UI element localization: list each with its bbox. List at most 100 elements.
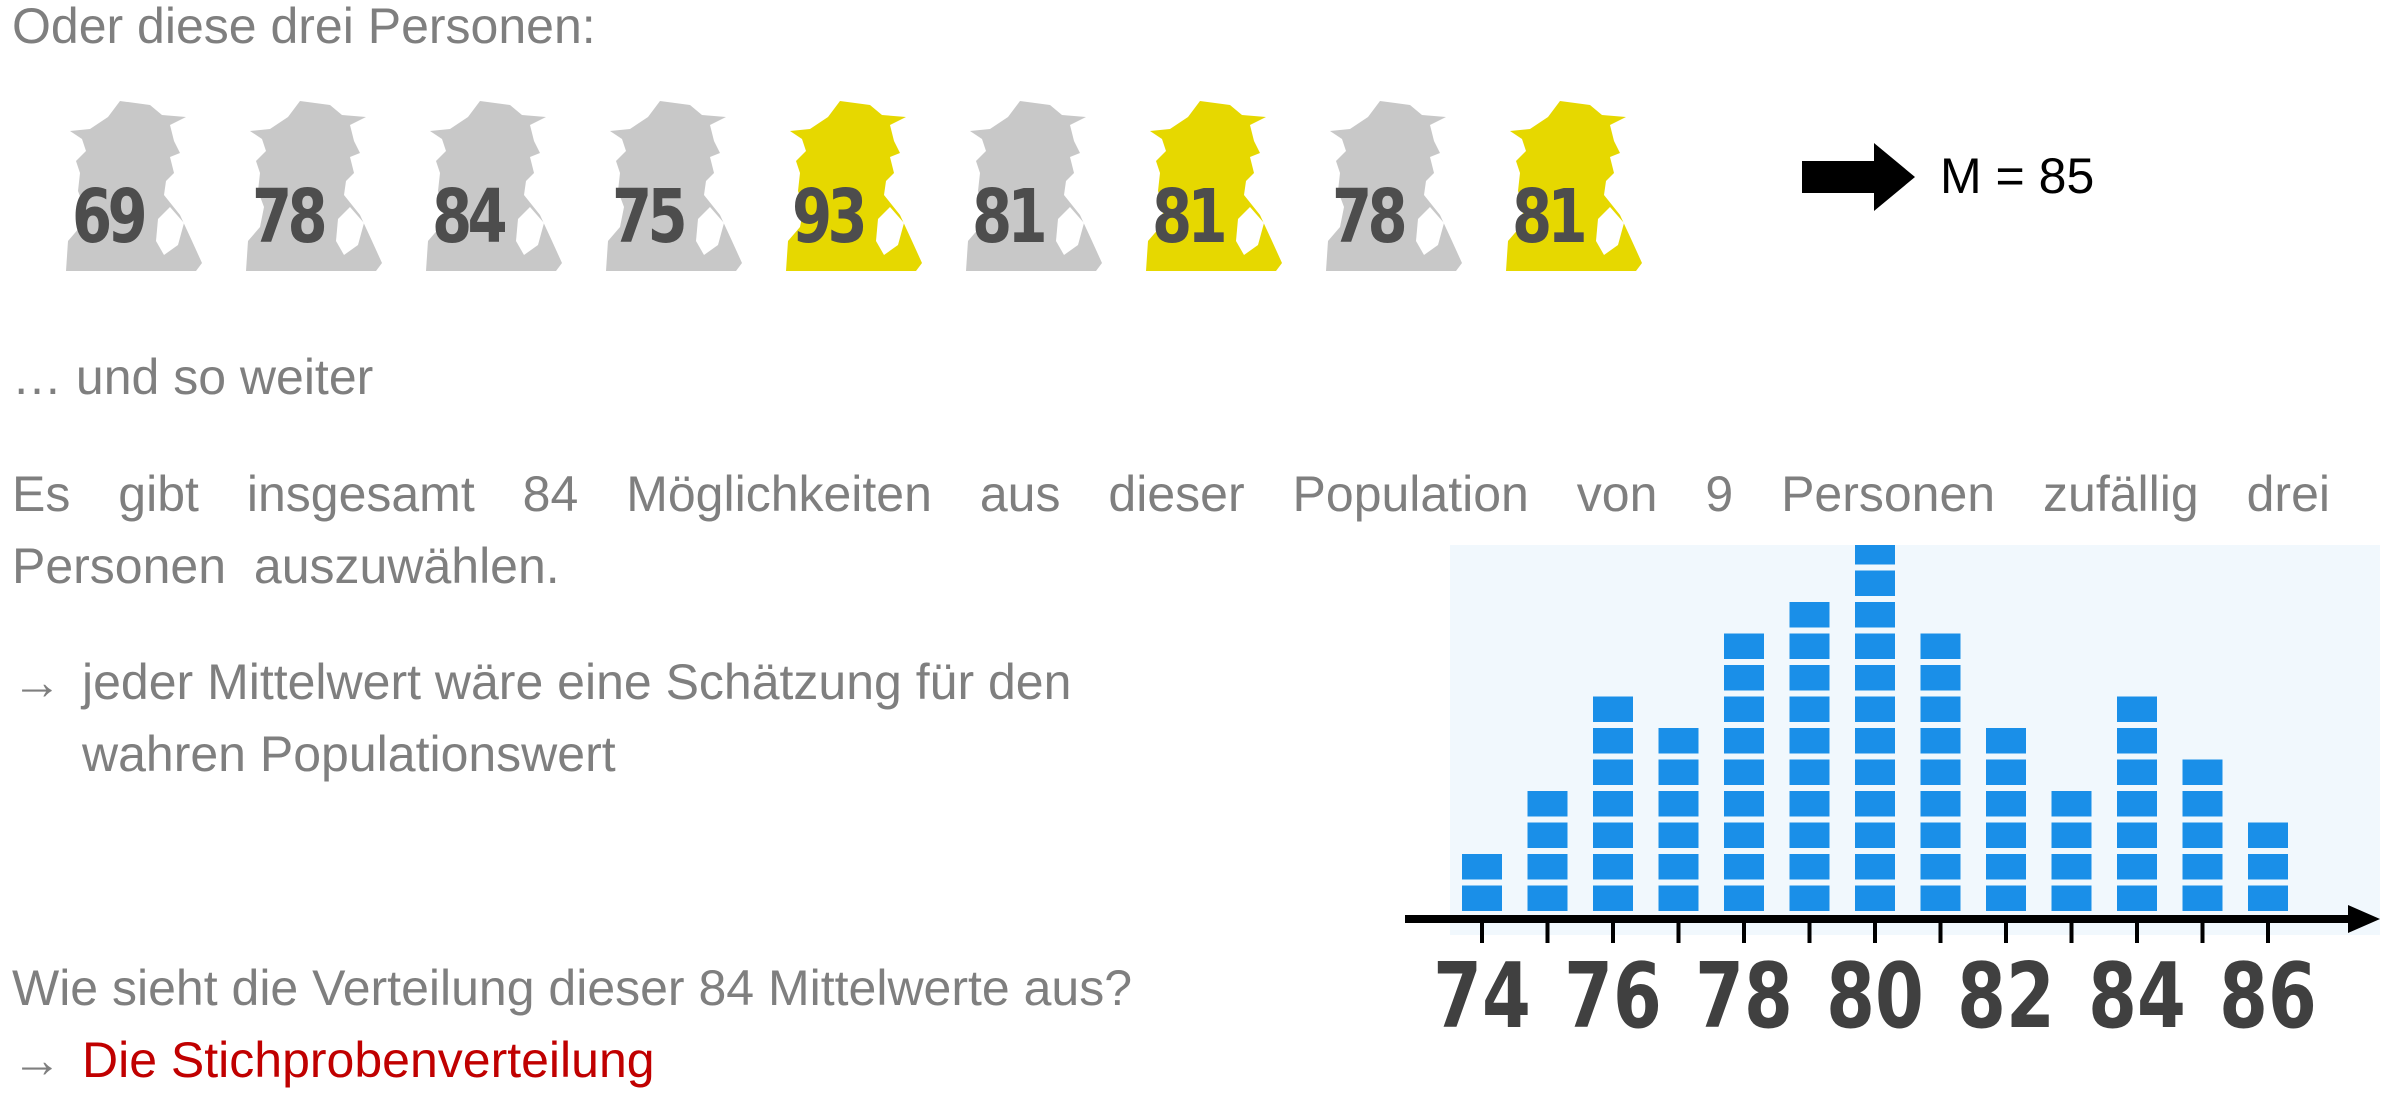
x-tick-label: 84 [2088, 944, 2186, 1049]
bar-block [1462, 885, 1502, 911]
bar-block [1855, 822, 1895, 848]
person-score: 78 [252, 174, 328, 260]
bar-block [1855, 885, 1895, 911]
bar-block [1789, 791, 1830, 817]
bar-76 [1593, 696, 1633, 911]
bar-block [2248, 854, 2288, 880]
bar-81 [1920, 633, 1961, 911]
bar-block [2051, 791, 2092, 817]
bar-block [1920, 759, 1961, 785]
person-figure: 75 [606, 95, 771, 271]
bar-block [1789, 759, 1830, 785]
person-silhouette-icon [1326, 101, 1462, 271]
ellipsis-text: … und so weiter [12, 349, 374, 405]
x-tick-label: 74 [1433, 944, 1531, 1049]
bar-block [1986, 854, 2026, 880]
bar-block [1658, 822, 1699, 848]
bar-block [1920, 854, 1961, 880]
person-figure: 81 [966, 95, 1131, 271]
person-silhouette-icon [66, 101, 202, 271]
bar-block [2051, 854, 2092, 880]
bar-block [1724, 696, 1764, 722]
bar-block [1527, 885, 1568, 911]
bar-74 [1462, 854, 1502, 911]
person-silhouette-icon [966, 101, 1102, 271]
bar-block [1789, 665, 1830, 691]
bar-block [2051, 885, 2092, 911]
bullet-arrow-icon: → [12, 654, 62, 710]
person-score: 93 [792, 174, 868, 260]
bar-block [1855, 728, 1895, 754]
bar-block [1527, 791, 1568, 817]
person-silhouette-icon [1506, 101, 1642, 271]
person-score: 84 [432, 174, 508, 260]
person-figure: 69 [66, 95, 231, 271]
bar-block [1593, 696, 1633, 722]
estimate-bullet: → jeder Mittelwert wäre eine Schätzung fü… [12, 646, 1071, 718]
bar-block [2117, 759, 2157, 785]
bar-block [1920, 696, 1961, 722]
bar-block [1986, 791, 2026, 817]
distribution-question: Wie sieht die Verteilung dieser 84 Mitte… [12, 960, 1133, 1016]
person-silhouette-icon [426, 101, 562, 271]
person-score: 69 [72, 174, 148, 260]
chart-background [1450, 545, 2380, 935]
sampling-distribution-chart: 74 76 78 80 82 84 86 [1405, 545, 2380, 1049]
bar-86 [2248, 822, 2288, 911]
bar-block [1920, 791, 1961, 817]
bar-block [1855, 570, 1895, 596]
bar-block [1789, 696, 1830, 722]
bar-block [1920, 665, 1961, 691]
bar-block [1724, 885, 1764, 911]
bar-80 [1855, 545, 1895, 911]
bar-block [1789, 822, 1830, 848]
bar-block [1789, 885, 1830, 911]
x-tick-label: 80 [1826, 944, 1924, 1049]
bar-block [1658, 759, 1699, 785]
person-figure: 84 [426, 95, 591, 271]
bar-block [1724, 854, 1764, 880]
bar-block [1986, 728, 2026, 754]
bar-block [1855, 854, 1895, 880]
bar-block [2051, 822, 2092, 848]
person-figure: 78 [246, 95, 411, 271]
bar-block [1789, 633, 1830, 659]
bar-block [1920, 633, 1961, 659]
bar-block [1855, 633, 1895, 659]
person-silhouette-icon [786, 101, 922, 271]
person-score: 81 [1152, 174, 1228, 260]
heading-text: Oder diese drei Personen: [12, 0, 596, 54]
bar-block [1593, 728, 1633, 754]
bar-79 [1789, 602, 1830, 911]
bar-block [1658, 854, 1699, 880]
bar-block [1855, 791, 1895, 817]
mean-label: M = 85 [1940, 148, 2095, 204]
bar-block [2248, 885, 2288, 911]
bar-block [2117, 791, 2157, 817]
bar-block [2117, 854, 2157, 880]
bar-block [1986, 885, 2026, 911]
x-tick-label: 86 [2219, 944, 2317, 1049]
bar-block [1462, 854, 1502, 880]
x-tick-label: 82 [1957, 944, 2055, 1049]
x-tick-label: 76 [1564, 944, 1662, 1049]
bar-block [2182, 854, 2223, 880]
bar-block [1724, 822, 1764, 848]
person-score: 75 [612, 174, 688, 260]
bar-block [1658, 728, 1699, 754]
bar-block [1920, 885, 1961, 911]
person-silhouette-icon [1146, 101, 1282, 271]
bar-block [1724, 728, 1764, 754]
bar-75 [1527, 791, 1568, 911]
bar-block [1855, 545, 1895, 565]
bar-block [1593, 885, 1633, 911]
bar-block [1593, 822, 1633, 848]
bar-block [1724, 665, 1764, 691]
bar-block [1920, 728, 1961, 754]
bar-85 [2182, 759, 2223, 911]
answer-line: → Die Stichprobenverteilung [12, 1024, 655, 1096]
estimate-line-2: wahren Populationswert [82, 726, 616, 782]
answer-arrow-icon: → [12, 1032, 62, 1088]
bar-block [2248, 822, 2288, 848]
bar-block [2182, 791, 2223, 817]
